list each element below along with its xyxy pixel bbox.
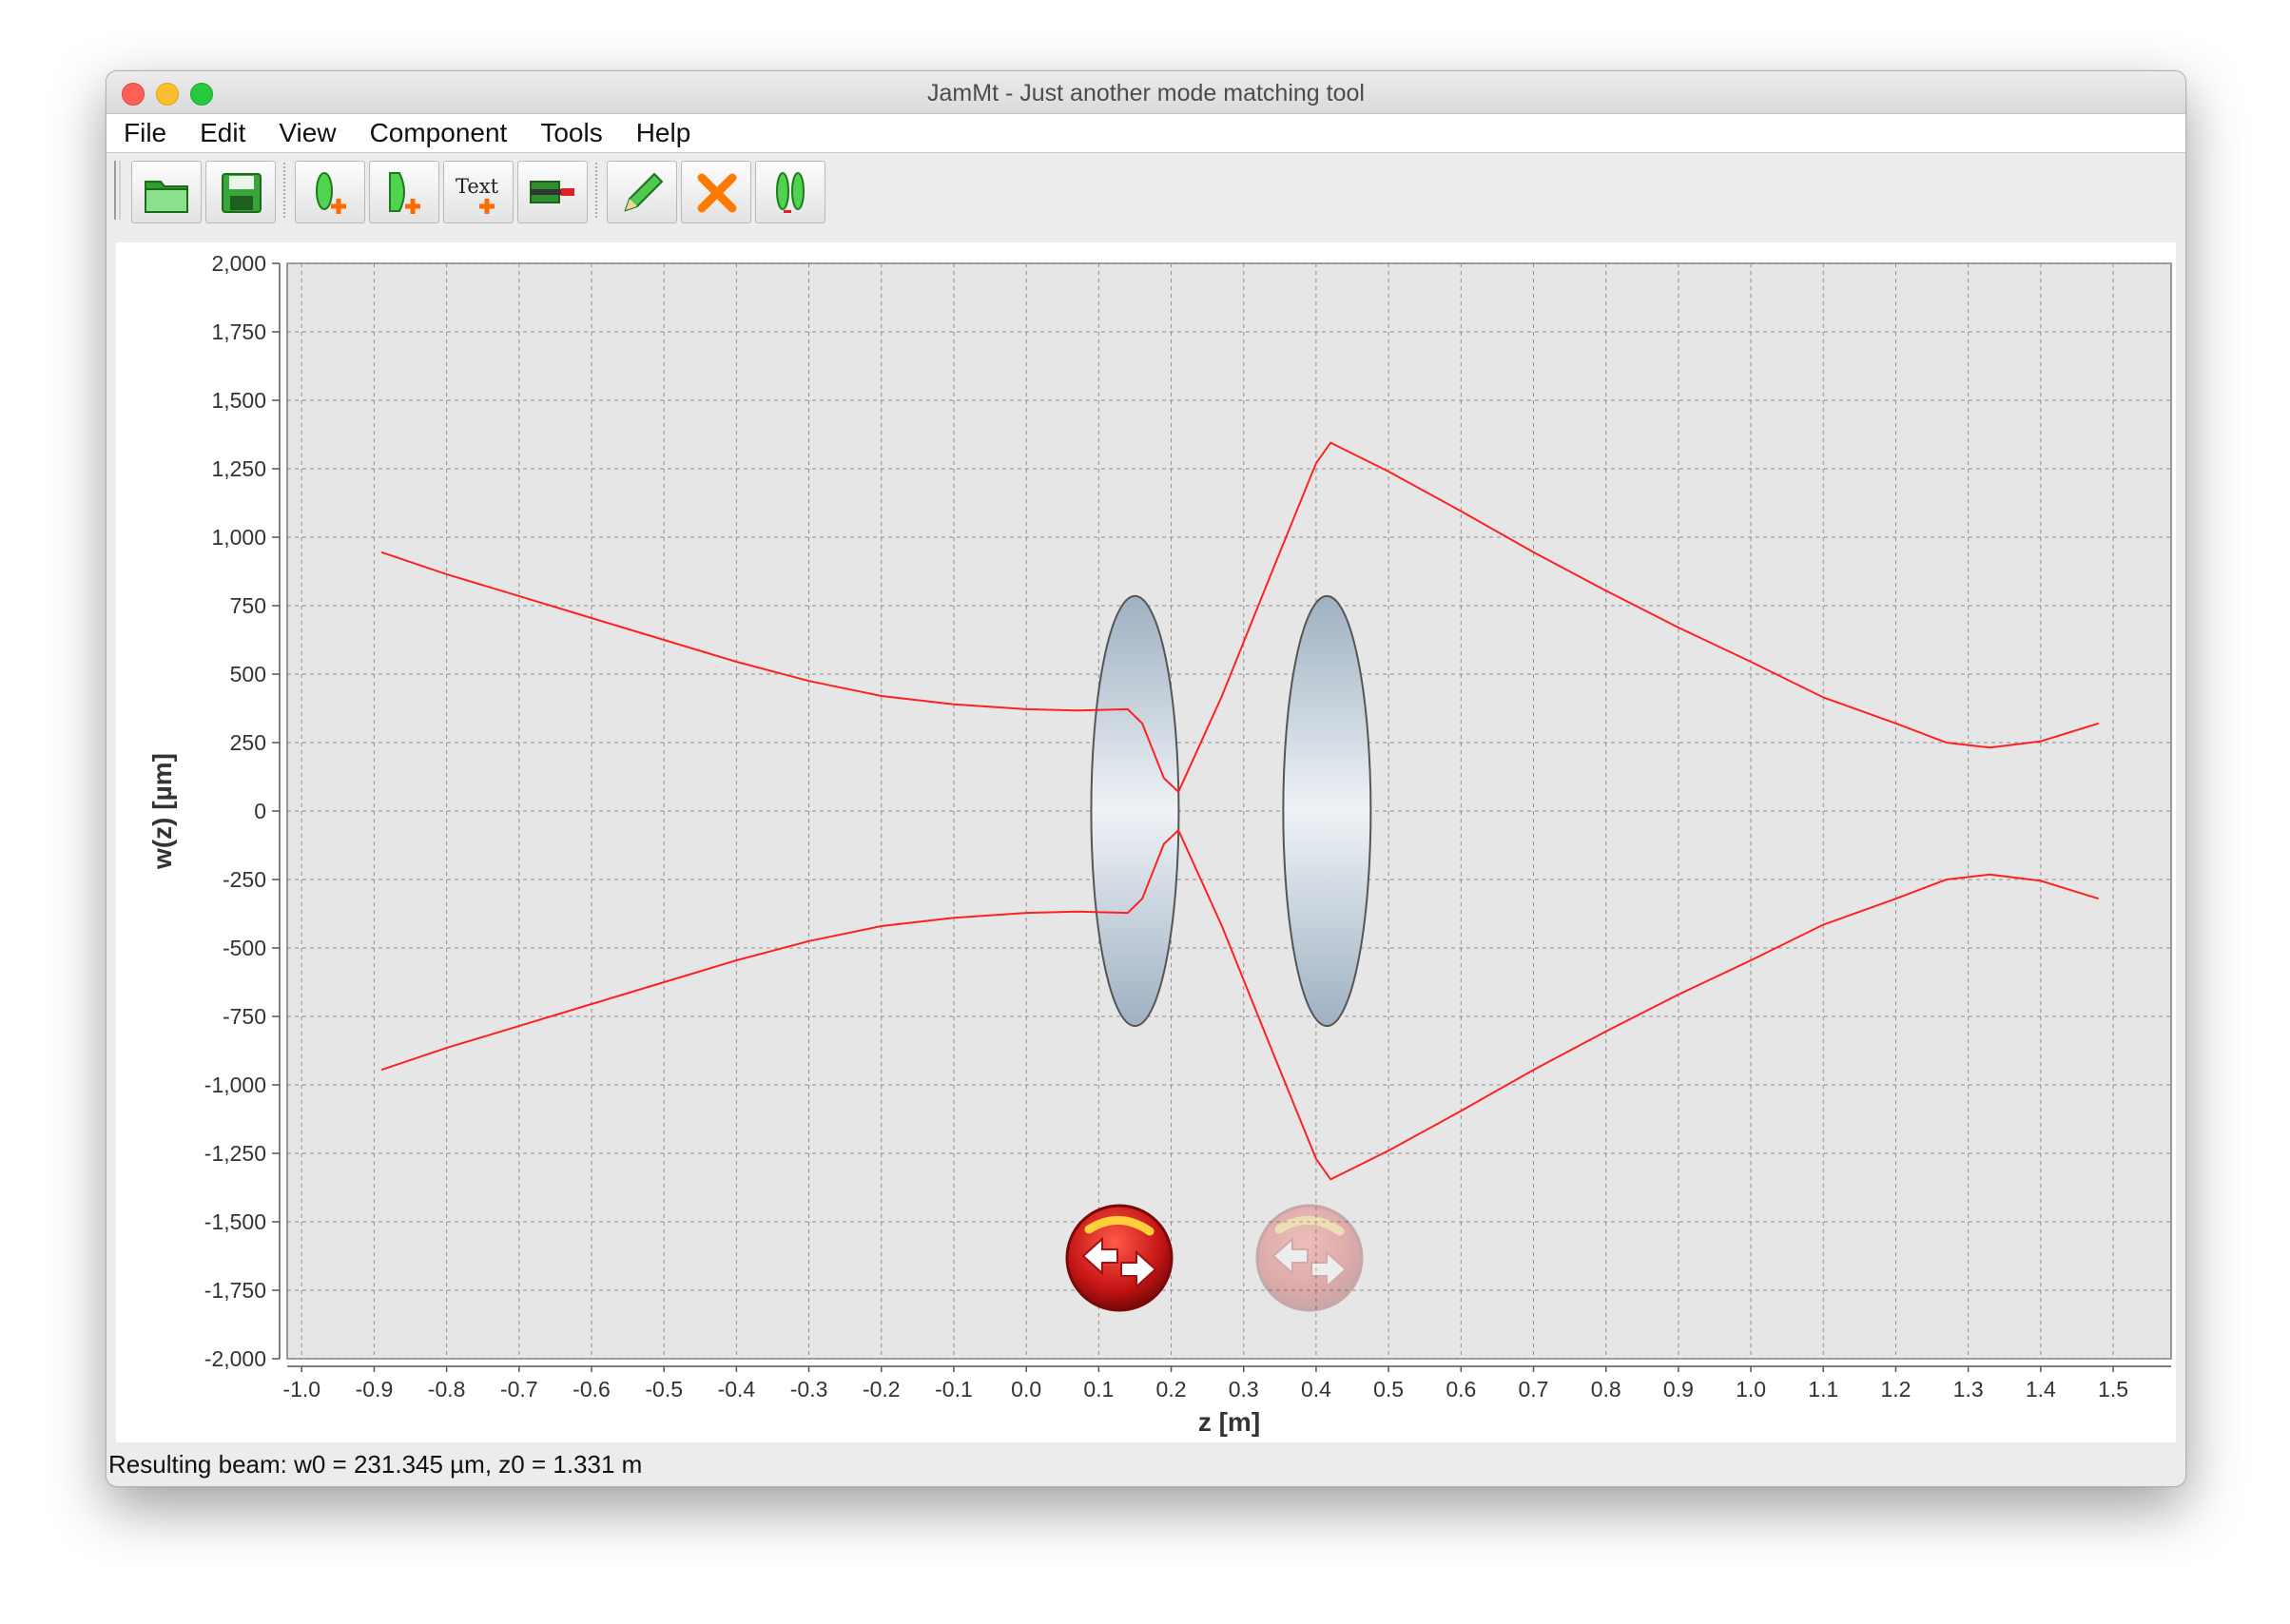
open-button[interactable] (131, 161, 202, 223)
y-tick-label: 250 (230, 730, 266, 755)
x-tick-label: 1.0 (1736, 1377, 1766, 1402)
add-text-button[interactable]: Text (443, 161, 514, 223)
window-title: JamMt - Just another mode matching tool (927, 80, 1365, 106)
y-tick-label: 500 (230, 662, 266, 686)
x-tick-label: -0.7 (500, 1377, 538, 1402)
x-tick-label: -0.8 (428, 1377, 466, 1402)
x-tick-label: 0.1 (1083, 1377, 1114, 1402)
x-tick-label: 1.2 (1880, 1377, 1911, 1402)
close-window-button[interactable] (122, 83, 145, 106)
x-tick-label: 0.0 (1011, 1377, 1041, 1402)
y-tick-label: -500 (223, 936, 266, 960)
x-tick-label: -0.2 (863, 1377, 901, 1402)
add-lens-button[interactable] (295, 161, 365, 223)
interface-add-icon (389, 172, 420, 214)
y-tick-label: -1,000 (204, 1073, 266, 1097)
x-tick-label: 0.8 (1591, 1377, 1621, 1402)
beam-lower-line (380, 828, 2100, 1181)
x-tick-label: 0.9 (1663, 1377, 1694, 1402)
toolbar-separator (595, 163, 597, 218)
x-tick-label: 1.4 (2026, 1377, 2056, 1402)
y-tick-label: -2,000 (204, 1346, 266, 1371)
add-interface-button[interactable] (369, 161, 439, 223)
save-button[interactable] (205, 161, 276, 223)
pencil-icon (624, 172, 664, 212)
title-bar: JamMt - Just another mode matching tool (107, 71, 2185, 114)
y-tick-label: 1,000 (211, 525, 266, 550)
y-axis-title: w(z) [µm] (147, 753, 177, 870)
x-tick-label: -0.6 (572, 1377, 611, 1402)
x-tick-label: -0.1 (935, 1377, 973, 1402)
menu-file[interactable]: File (124, 118, 167, 147)
zoom-window-button[interactable] (190, 83, 213, 106)
folder-open-icon (145, 181, 188, 213)
y-tick-label: 0 (254, 799, 266, 823)
x-tick-label: -0.5 (645, 1377, 683, 1402)
toolbar: Text (107, 153, 2185, 225)
x-tick-label: -0.4 (718, 1377, 756, 1402)
lens-add-icon (316, 172, 346, 214)
plot-panel[interactable]: z [m] w(z) [µm] -1.0 -0.9 -0.8 -0.7 -0.6 -0.5 -… (116, 242, 2176, 1442)
toolbar-separator (283, 163, 285, 218)
minimize-window-button[interactable] (156, 83, 179, 106)
delete-button[interactable] (681, 161, 751, 223)
x-tick-label: -0.3 (790, 1377, 828, 1402)
y-tick-label: -250 (223, 867, 266, 892)
menu-component[interactable]: Component (369, 118, 508, 147)
y-tick-label: 1,500 (211, 388, 266, 413)
y-tick-label: -1,750 (204, 1278, 266, 1303)
x-tick-label: 0.4 (1301, 1377, 1331, 1402)
x-tick-label: 0.2 (1156, 1377, 1187, 1402)
x-tick-label: 0.6 (1446, 1377, 1476, 1402)
y-tick-label: -1,250 (204, 1141, 266, 1166)
next-component-button[interactable] (1252, 1201, 1367, 1315)
floppy-disk-icon (222, 173, 262, 213)
lens-component[interactable] (1090, 594, 1180, 1028)
previous-component-button[interactable] (1062, 1201, 1176, 1315)
lens-component[interactable] (1282, 594, 1372, 1028)
menu-edit[interactable]: Edit (200, 118, 246, 147)
y-tick-label: 2,000 (211, 251, 266, 276)
y-tick-label: 750 (230, 593, 266, 618)
lens-tool-button[interactable] (755, 161, 825, 223)
add-measurement-button[interactable] (517, 161, 588, 223)
text-add-icon: Text (456, 175, 499, 214)
toolbar-grip[interactable] (114, 161, 121, 220)
menu-view[interactable]: View (279, 118, 337, 147)
app-window: JamMt - Just another mode matching tool … (106, 70, 2186, 1487)
x-tick-label: 1.5 (2098, 1377, 2128, 1402)
x-tick-label: 0.5 (1373, 1377, 1404, 1402)
menu-help[interactable]: Help (635, 118, 691, 147)
x-tick-label: 0.7 (1519, 1377, 1549, 1402)
menu-tools[interactable]: Tools (540, 118, 603, 147)
delete-x-icon (697, 173, 737, 213)
y-tick-label: 1,750 (211, 319, 266, 344)
beam-upper-line (380, 441, 2100, 794)
y-tick-label: -750 (223, 1004, 266, 1029)
text-icon-label: Text (456, 175, 499, 198)
x-tick-label: 0.3 (1229, 1377, 1259, 1402)
lens-pair-icon (776, 172, 805, 213)
status-bar: Resulting beam: w0 = 231.345 µm, z0 = 1.… (108, 1450, 643, 1479)
edit-button[interactable] (607, 161, 677, 223)
x-tick-label: 1.3 (1953, 1377, 1984, 1402)
y-tick-label: 1,250 (211, 456, 266, 481)
menu-bar: File Edit View Component Tools Help (107, 114, 2185, 153)
beam-plot[interactable]: z [m] w(z) [µm] -1.0 -0.9 -0.8 -0.7 -0.6 -0.5 -… (116, 242, 2176, 1442)
x-tick-label: 1.1 (1808, 1377, 1838, 1402)
measure-add-icon (530, 181, 574, 203)
x-axis-title: z [m] (1198, 1407, 1260, 1437)
x-tick-label: -1.0 (282, 1377, 320, 1402)
y-tick-label: -1,500 (204, 1209, 266, 1234)
x-tick-label: -0.9 (356, 1377, 394, 1402)
